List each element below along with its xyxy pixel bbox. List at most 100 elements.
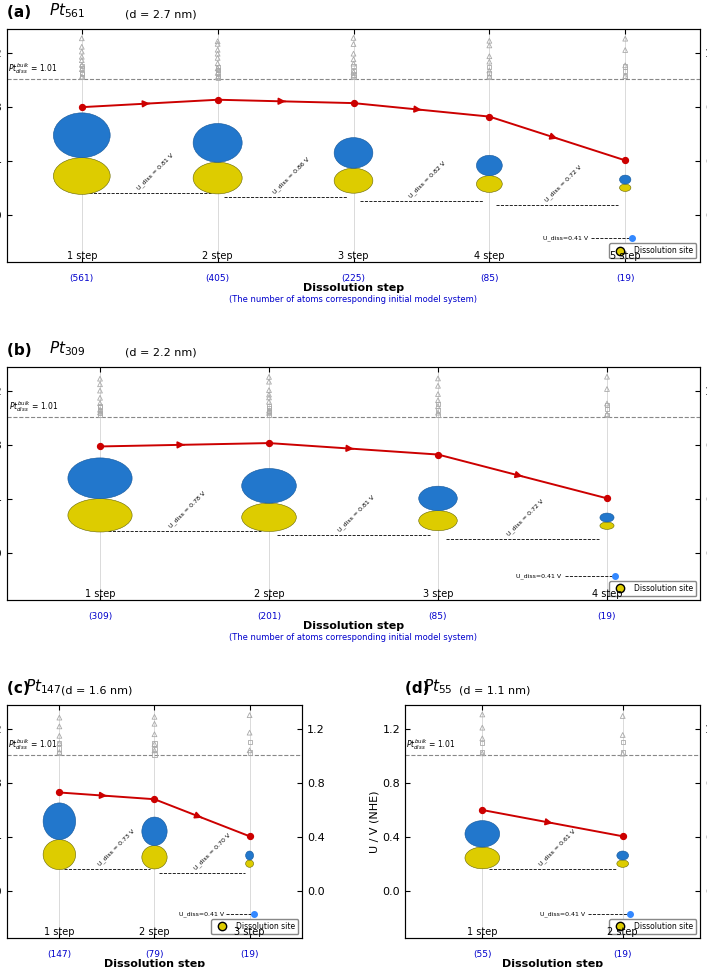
- Text: 5 step: 5 step: [610, 250, 641, 261]
- Ellipse shape: [477, 156, 502, 176]
- Point: [94, 402, 105, 418]
- Point: [348, 64, 359, 79]
- Point: [433, 378, 444, 394]
- Text: (19): (19): [240, 951, 259, 959]
- Point: [244, 725, 255, 741]
- Point: [244, 745, 255, 760]
- Text: 3 step: 3 step: [234, 926, 265, 937]
- Text: (309): (309): [88, 612, 112, 621]
- Point: [54, 735, 65, 750]
- Point: [244, 743, 255, 758]
- Ellipse shape: [477, 176, 502, 192]
- Point: [212, 66, 223, 81]
- Point: [477, 735, 488, 750]
- Ellipse shape: [617, 851, 629, 860]
- Point: [263, 398, 274, 414]
- Point: [244, 734, 255, 749]
- Text: (19): (19): [614, 951, 632, 959]
- Ellipse shape: [193, 124, 243, 162]
- Point: [149, 743, 160, 758]
- Text: U_diss = 0.72 V: U_diss = 0.72 V: [544, 164, 583, 203]
- Text: $\mathit{Pt}_{diss}^{bulk}$ = 1.01: $\mathit{Pt}_{diss}^{bulk}$ = 1.01: [8, 399, 58, 414]
- Ellipse shape: [68, 458, 132, 499]
- Point: [76, 62, 88, 77]
- Point: [617, 734, 629, 749]
- Point: [149, 726, 160, 742]
- Point: [76, 66, 88, 81]
- Point: [348, 69, 359, 84]
- Point: [149, 791, 160, 806]
- Point: [484, 70, 495, 85]
- Point: [76, 31, 88, 46]
- Point: [94, 397, 105, 413]
- Point: [484, 33, 495, 48]
- Point: [94, 439, 105, 454]
- Point: [348, 46, 359, 62]
- Point: [348, 58, 359, 73]
- Y-axis label: U / V (NHE): U / V (NHE): [370, 790, 380, 853]
- Point: [348, 37, 359, 52]
- Text: $\mathit{Pt}_{diss}^{bulk}$ = 1.01: $\mathit{Pt}_{diss}^{bulk}$ = 1.01: [8, 737, 57, 752]
- Point: [212, 65, 223, 80]
- Point: [263, 382, 274, 397]
- Point: [94, 407, 105, 423]
- Text: 2 step: 2 step: [202, 250, 233, 261]
- Point: [617, 829, 629, 844]
- Text: 1 step: 1 step: [467, 926, 498, 937]
- Text: (201): (201): [257, 612, 281, 621]
- Point: [619, 69, 631, 84]
- Point: [149, 736, 160, 751]
- Text: (55): (55): [473, 951, 491, 959]
- Point: [212, 63, 223, 78]
- Point: [619, 153, 631, 168]
- Point: [76, 49, 88, 65]
- Point: [348, 67, 359, 82]
- Point: [619, 63, 631, 78]
- Text: (d = 2.7 nm): (d = 2.7 nm): [118, 10, 197, 19]
- Point: [433, 407, 444, 423]
- Text: $\mathit{Pt}_{561}$: $\mathit{Pt}_{561}$: [49, 1, 85, 19]
- Point: [149, 716, 160, 731]
- Text: 4 step: 4 step: [592, 589, 622, 599]
- Point: [602, 381, 613, 396]
- Point: [477, 719, 488, 735]
- Point: [619, 59, 631, 74]
- Point: [263, 374, 274, 390]
- Ellipse shape: [419, 511, 457, 531]
- Point: [477, 707, 488, 722]
- Text: $\mathit{Pt}_{diss}^{bulk}$ = 1.01: $\mathit{Pt}_{diss}^{bulk}$ = 1.01: [407, 737, 456, 752]
- Ellipse shape: [334, 137, 373, 168]
- Point: [94, 371, 105, 387]
- Point: [76, 69, 88, 84]
- Text: (561): (561): [70, 275, 94, 283]
- Point: [433, 405, 444, 421]
- Text: (85): (85): [428, 612, 448, 621]
- Ellipse shape: [193, 162, 243, 193]
- Point: [54, 746, 65, 761]
- Point: [602, 490, 613, 506]
- Point: [212, 68, 223, 83]
- Point: [617, 727, 629, 743]
- Point: [54, 728, 65, 744]
- Ellipse shape: [242, 503, 296, 532]
- Text: (d): (d): [405, 681, 435, 695]
- Point: [76, 67, 88, 82]
- Point: [263, 394, 274, 409]
- Point: [477, 803, 488, 818]
- Ellipse shape: [142, 845, 167, 869]
- Text: U_diss = 0.70 V: U_diss = 0.70 V: [192, 832, 231, 870]
- Text: $\mathit{Pt}_{309}$: $\mathit{Pt}_{309}$: [49, 339, 86, 358]
- Point: [76, 52, 88, 68]
- Legend: Dissolution site: Dissolution site: [609, 919, 696, 934]
- Point: [263, 387, 274, 402]
- Point: [76, 100, 88, 115]
- Point: [619, 58, 631, 73]
- Text: U_diss=0.41 V: U_diss=0.41 V: [544, 235, 588, 241]
- Point: [433, 387, 444, 402]
- Point: [484, 63, 495, 78]
- Ellipse shape: [619, 175, 631, 184]
- Ellipse shape: [465, 847, 500, 868]
- Ellipse shape: [43, 839, 76, 869]
- Text: (225): (225): [341, 275, 366, 283]
- Text: (d = 1.1 nm): (d = 1.1 nm): [452, 686, 531, 695]
